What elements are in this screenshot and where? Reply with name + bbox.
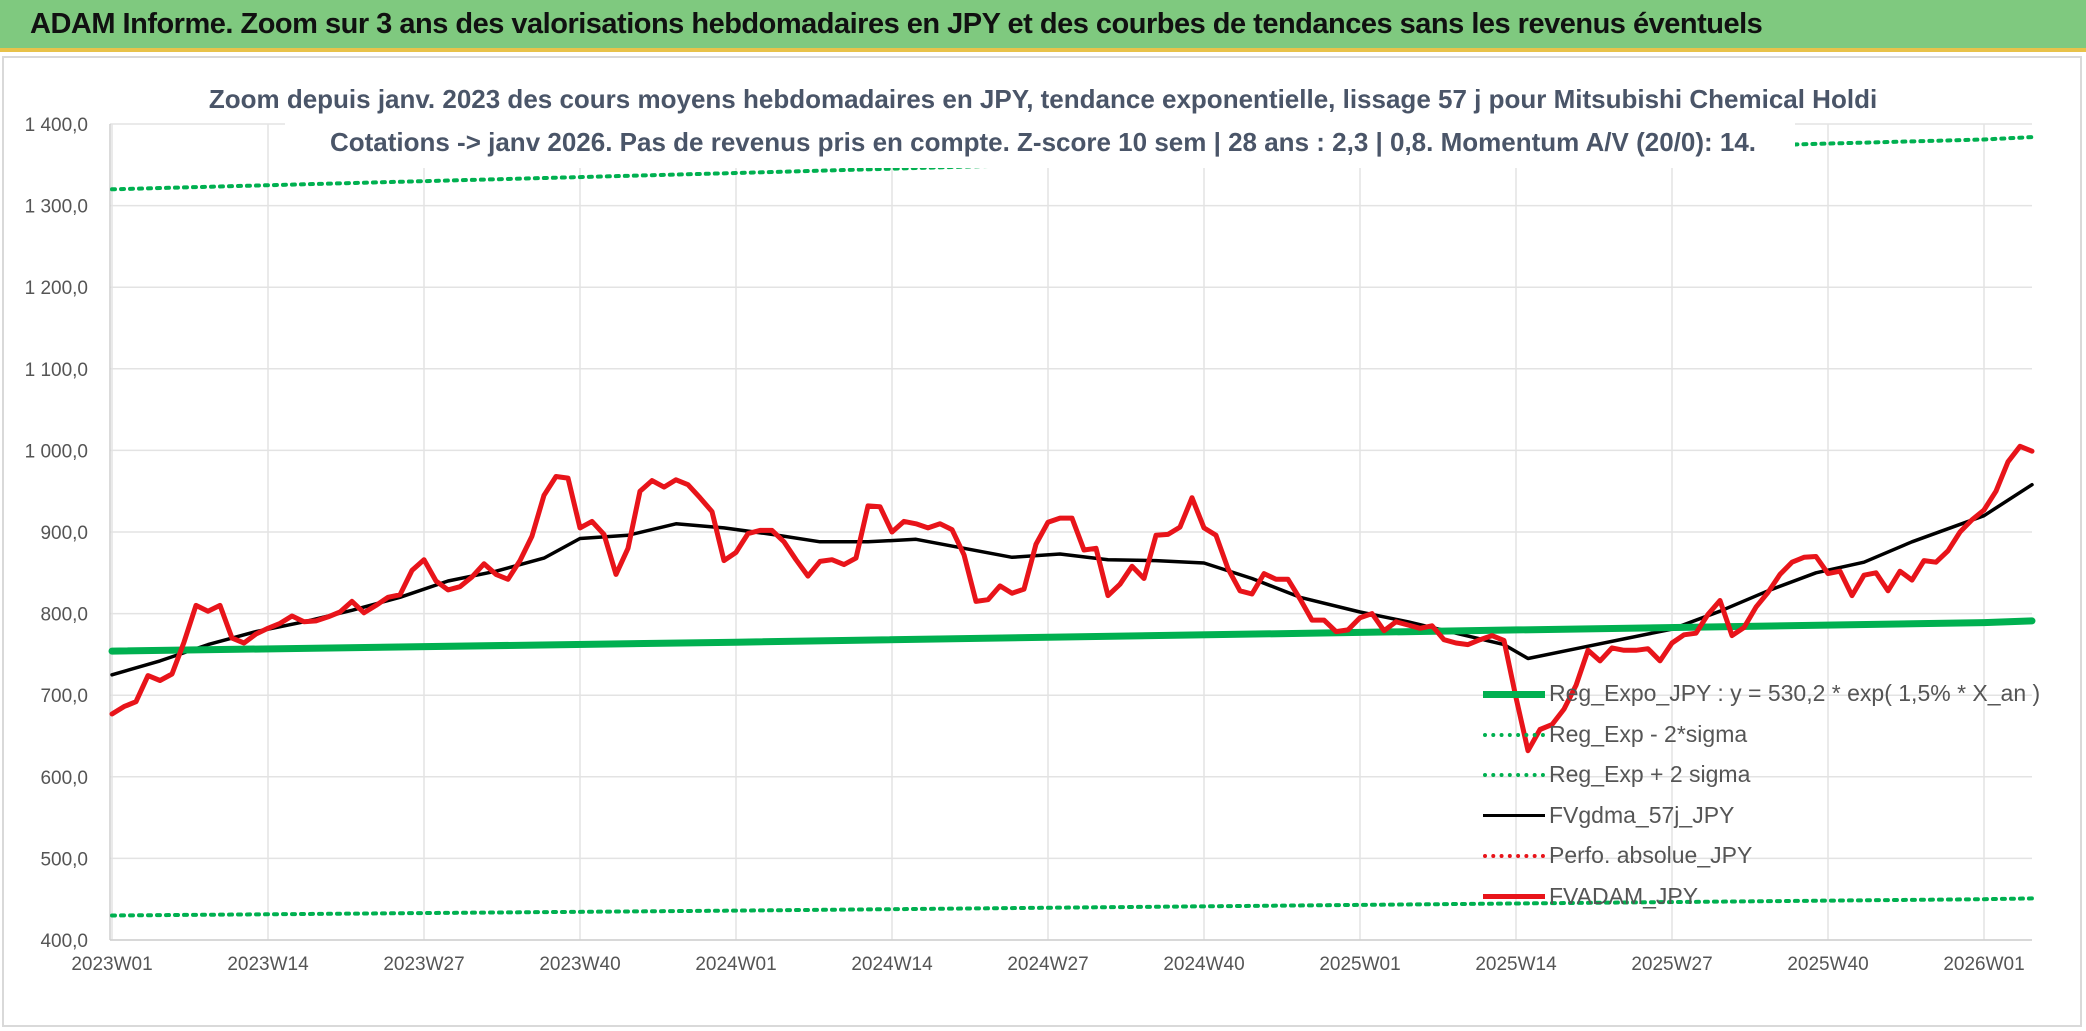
y-tick-label: 400,0 xyxy=(40,931,88,952)
legend-swatch xyxy=(1483,732,1545,737)
y-tick-label: 1 000,0 xyxy=(25,441,88,462)
legend-label: FVgdma_57j_JPY xyxy=(1549,801,1735,828)
legend-swatch xyxy=(1483,813,1545,817)
y-tick-label: 900,0 xyxy=(40,523,88,544)
y-tick-label: 500,0 xyxy=(40,849,88,870)
legend-label: Reg_Exp - 2*sigma xyxy=(1549,720,1748,747)
x-tick-label: 2025W01 xyxy=(1319,954,1400,975)
report-banner: ADAM Informe. Zoom sur 3 ans des valoris… xyxy=(0,0,2086,52)
series-line xyxy=(110,896,2034,918)
legend-label: FVADAM_JPY xyxy=(1549,882,1699,909)
legend-item: Reg_Exp - 2*sigma xyxy=(1475,717,2035,758)
x-tick-label: 2024W40 xyxy=(1163,954,1244,975)
legend-label: Perfo. absolue_JPY xyxy=(1549,842,1753,868)
series-line xyxy=(110,482,2034,677)
x-tick-label: 2025W40 xyxy=(1787,954,1868,975)
x-tick-label: 2023W27 xyxy=(383,954,464,975)
x-tick-label: 2023W40 xyxy=(539,954,620,975)
legend-item: Perfo. absolue_JPY xyxy=(1475,838,2035,879)
y-tick-label: 1 200,0 xyxy=(25,278,88,299)
y-tick-label: 1 100,0 xyxy=(25,360,88,381)
legend-item: Reg_Expo_JPY : y = 530,2 * exp( 1,5% * X… xyxy=(1475,676,2040,717)
x-tick-label: 2024W27 xyxy=(1007,954,1088,975)
series-line xyxy=(110,135,2034,192)
y-tick-label: 1 300,0 xyxy=(25,197,88,218)
x-tick-label: 2024W01 xyxy=(695,954,776,975)
legend-item: FVADAM_JPY xyxy=(1475,879,2035,920)
chart-legend: Reg_Expo_JPY : y = 530,2 * exp( 1,5% * X… xyxy=(1475,676,2040,920)
x-tick-label: 2025W14 xyxy=(1475,954,1557,975)
x-tick-label: 2025W27 xyxy=(1631,954,1712,975)
legend-swatch xyxy=(1483,854,1545,858)
chart-frame xyxy=(2,56,2082,1027)
legend-swatch xyxy=(1483,690,1545,698)
chart-title-background xyxy=(285,78,1795,168)
chart-title: Zoom depuis janv. 2023 des cours moyens … xyxy=(208,84,1878,114)
series-line xyxy=(108,617,2036,655)
x-tick-label: 2023W01 xyxy=(71,954,152,975)
legend-label: Reg_Expo_JPY : y = 530,2 * exp( 1,5% * X… xyxy=(1549,680,2041,706)
legend-item: FVgdma_57j_JPY xyxy=(1475,798,2035,839)
legend-swatch xyxy=(1483,894,1545,899)
x-tick-label: 2023W14 xyxy=(227,954,309,975)
x-tick-label: 2026W01 xyxy=(1943,954,2024,975)
legend-swatch xyxy=(1483,773,1545,777)
chart-subtitle: Cotations -> janv 2026. Pas de revenus p… xyxy=(329,127,1757,157)
y-tick-label: 600,0 xyxy=(40,768,88,789)
series-line xyxy=(109,443,2035,754)
report-title: ADAM Informe. Zoom sur 3 ans des valoris… xyxy=(30,8,1763,40)
y-tick-label: 1 400,0 xyxy=(25,115,88,136)
y-tick-label: 800,0 xyxy=(40,605,88,626)
legend-label: Reg_Exp + 2 sigma xyxy=(1549,761,1751,787)
x-tick-label: 2024W14 xyxy=(851,954,933,975)
axes: 400,0 500,0 600,0 700,0 800,0 900,0 1 000,0 1 1… xyxy=(25,115,2032,975)
series-lines xyxy=(108,135,2036,918)
y-tick-label: 700,0 xyxy=(40,686,88,707)
legend-item: Reg_Exp + 2 sigma xyxy=(1475,757,2035,798)
